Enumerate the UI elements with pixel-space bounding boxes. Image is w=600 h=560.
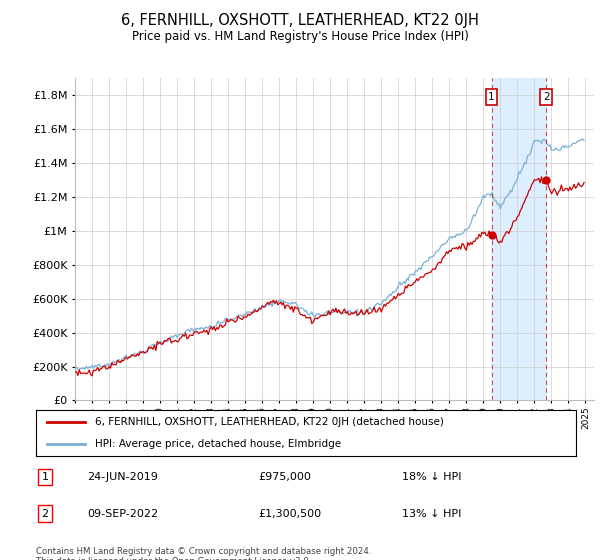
- Text: 1: 1: [41, 472, 49, 482]
- Text: 09-SEP-2022: 09-SEP-2022: [87, 508, 158, 519]
- Text: 6, FERNHILL, OXSHOTT, LEATHERHEAD, KT22 0JH: 6, FERNHILL, OXSHOTT, LEATHERHEAD, KT22 …: [121, 13, 479, 27]
- Text: Contains HM Land Registry data © Crown copyright and database right 2024.
This d: Contains HM Land Registry data © Crown c…: [36, 547, 371, 560]
- Text: 6, FERNHILL, OXSHOTT, LEATHERHEAD, KT22 0JH (detached house): 6, FERNHILL, OXSHOTT, LEATHERHEAD, KT22 …: [95, 417, 444, 427]
- Text: 18% ↓ HPI: 18% ↓ HPI: [402, 472, 461, 482]
- Text: 1: 1: [488, 92, 495, 102]
- Text: 2: 2: [543, 92, 550, 102]
- Text: 2: 2: [41, 508, 49, 519]
- Text: £1,300,500: £1,300,500: [258, 508, 321, 519]
- Text: 24-JUN-2019: 24-JUN-2019: [87, 472, 158, 482]
- Text: HPI: Average price, detached house, Elmbridge: HPI: Average price, detached house, Elmb…: [95, 440, 341, 450]
- Text: Price paid vs. HM Land Registry's House Price Index (HPI): Price paid vs. HM Land Registry's House …: [131, 30, 469, 44]
- Text: 13% ↓ HPI: 13% ↓ HPI: [402, 508, 461, 519]
- Text: £975,000: £975,000: [258, 472, 311, 482]
- Bar: [491, 78, 546, 400]
